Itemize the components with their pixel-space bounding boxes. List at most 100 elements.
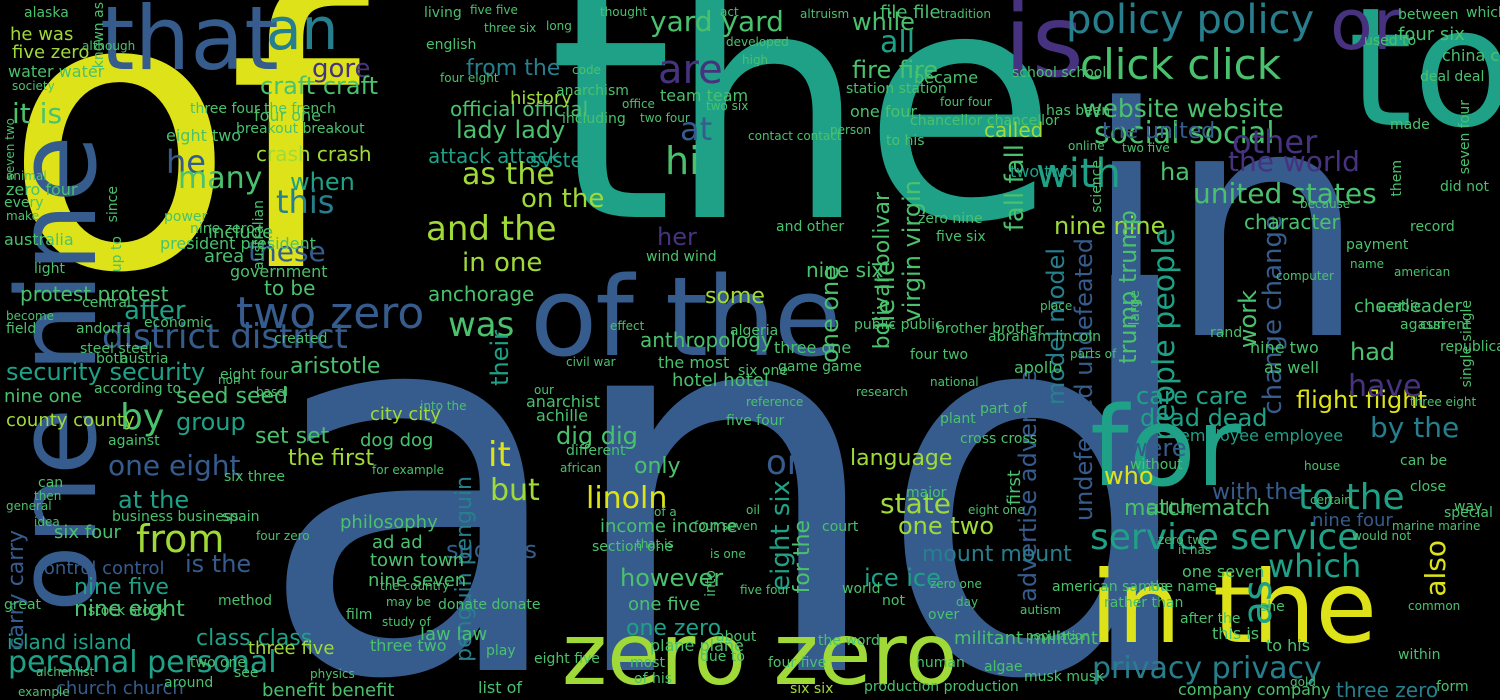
word: chancellor chancellor bbox=[910, 113, 1060, 129]
word: service service bbox=[1090, 517, 1360, 558]
word: she bbox=[1260, 599, 1285, 615]
word: alchemist bbox=[36, 665, 95, 679]
word: official official bbox=[450, 97, 589, 121]
word: oil bbox=[746, 503, 761, 517]
word: major bbox=[906, 485, 947, 501]
word: carry carry bbox=[4, 530, 29, 650]
word: website website bbox=[1082, 94, 1284, 123]
word: called bbox=[984, 118, 1044, 142]
word: see bbox=[234, 665, 259, 681]
word: fire fire bbox=[852, 56, 939, 84]
word: five five bbox=[470, 3, 518, 17]
word: nine six bbox=[806, 258, 884, 282]
word: zero one bbox=[930, 577, 982, 591]
word: nine one bbox=[4, 386, 83, 407]
word: without bbox=[1130, 457, 1183, 473]
word: living bbox=[424, 5, 462, 21]
word: spain bbox=[222, 509, 260, 525]
word: republican bbox=[1440, 339, 1500, 355]
word: five six bbox=[936, 229, 986, 245]
word: city city bbox=[370, 404, 441, 425]
word: two zero bbox=[236, 288, 425, 339]
word: at bbox=[680, 110, 713, 148]
word: breakout breakout bbox=[236, 121, 365, 137]
word: zero four bbox=[6, 180, 78, 199]
word: six one bbox=[738, 363, 788, 379]
word: most bbox=[630, 655, 665, 671]
word: he bbox=[166, 143, 206, 181]
word: to his bbox=[886, 133, 925, 149]
word: district district bbox=[102, 317, 348, 357]
word: five zero bbox=[12, 42, 90, 63]
word: abraham lincoln bbox=[988, 329, 1102, 345]
word: make bbox=[6, 209, 39, 223]
word: general bbox=[6, 499, 52, 513]
word: and the bbox=[426, 209, 557, 249]
word: study of bbox=[382, 615, 431, 629]
word: the name bbox=[1150, 579, 1218, 595]
word: file file bbox=[880, 2, 941, 23]
word: did not bbox=[1440, 179, 1490, 195]
word: zero two bbox=[1158, 533, 1210, 547]
word: their bbox=[486, 330, 514, 386]
word: apollo bbox=[1014, 358, 1063, 377]
word: to his bbox=[1266, 636, 1311, 655]
word: were bbox=[1128, 434, 1187, 462]
word: on bbox=[766, 443, 809, 483]
word: american samoa bbox=[1052, 579, 1169, 595]
word: one four bbox=[850, 102, 917, 121]
word: may be bbox=[386, 595, 431, 609]
word: used to bbox=[1364, 33, 1417, 49]
word: section one bbox=[592, 539, 673, 555]
word: common bbox=[1408, 599, 1461, 613]
word: two four bbox=[640, 111, 690, 125]
word: game game bbox=[778, 359, 862, 375]
word: world bbox=[842, 581, 881, 597]
word: three zero bbox=[1336, 678, 1439, 700]
word: large bbox=[1127, 290, 1143, 326]
word: zero zero bbox=[562, 605, 958, 700]
word: class class bbox=[196, 626, 313, 651]
word: protest protest bbox=[20, 282, 169, 306]
word: first bbox=[1004, 470, 1025, 506]
word: central bbox=[82, 295, 131, 311]
word: fall fall bbox=[1000, 144, 1030, 232]
word: to bbox=[1348, 0, 1500, 164]
word: four zero bbox=[256, 529, 310, 543]
word: one two bbox=[898, 512, 995, 540]
word: day bbox=[956, 595, 979, 609]
word: not bbox=[882, 593, 905, 609]
word: government bbox=[230, 262, 328, 281]
word: long bbox=[546, 19, 572, 33]
word: play bbox=[486, 643, 516, 659]
word: civil war bbox=[566, 355, 616, 369]
word: ad ad bbox=[372, 532, 423, 553]
word: nine eight bbox=[74, 597, 185, 622]
word: agassi bbox=[1400, 317, 1445, 333]
word: public public bbox=[854, 317, 943, 333]
word: people people bbox=[1147, 228, 1182, 441]
word: due to bbox=[700, 649, 745, 665]
word: after bbox=[124, 296, 186, 326]
word: including bbox=[562, 111, 626, 127]
word: for example bbox=[372, 463, 444, 477]
word: eight five bbox=[534, 651, 600, 667]
word: culture bbox=[1146, 498, 1202, 517]
word: every bbox=[4, 195, 44, 211]
word: three six bbox=[484, 21, 537, 35]
word: in bbox=[1082, 40, 1368, 410]
word: state bbox=[880, 487, 951, 520]
word: african bbox=[560, 461, 602, 475]
word: dog dog bbox=[360, 430, 434, 451]
word: algeria bbox=[730, 323, 779, 339]
word: employee employee bbox=[1180, 426, 1344, 445]
word: zero nine bbox=[918, 211, 983, 227]
word: three eight bbox=[1410, 395, 1477, 409]
word: of his bbox=[634, 671, 673, 687]
word: ice ice bbox=[864, 564, 941, 592]
word: against bbox=[108, 433, 160, 449]
word: production production bbox=[864, 679, 1019, 695]
word: language bbox=[850, 446, 953, 471]
word: anarchist bbox=[526, 392, 600, 411]
word: all bbox=[880, 25, 916, 60]
